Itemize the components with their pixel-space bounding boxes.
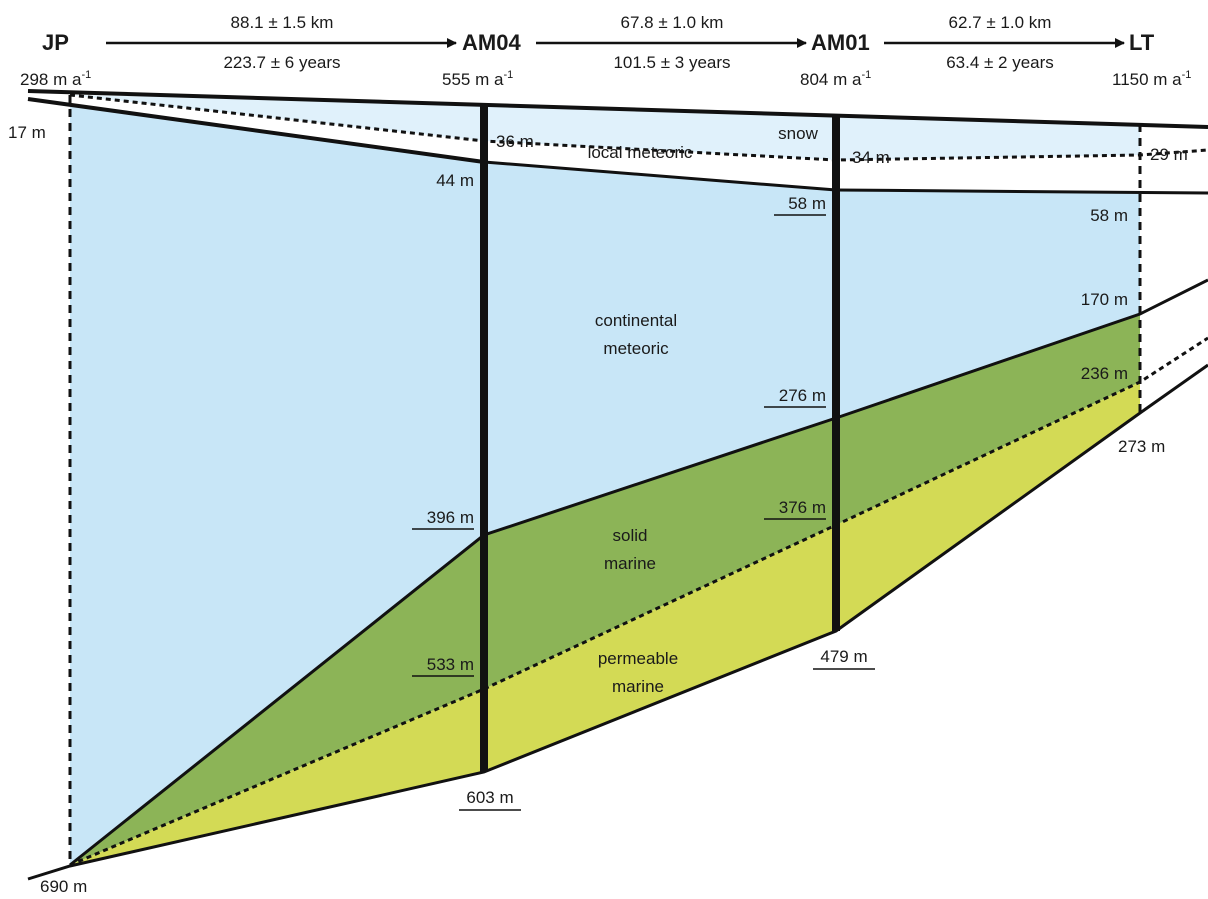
depth-am01-bottom: 479 m xyxy=(820,647,867,666)
solid-marine-label-1: solid xyxy=(613,526,648,545)
depth-lt-permeable: 236 m xyxy=(1081,364,1128,383)
segment-2-time: 101.5 ± 3 years xyxy=(613,53,730,72)
depth-jp-snow: 17 m xyxy=(8,123,46,142)
depth-am04-permeable: 533 m xyxy=(427,655,474,674)
depth-am04-bottom: 603 m xyxy=(466,788,513,807)
solid-marine-region xyxy=(70,314,1140,865)
depth-lt-local: 58 m xyxy=(1090,206,1128,225)
depth-lt-bottom: 273 m xyxy=(1118,437,1165,456)
local-meteoric-base-line-3 xyxy=(835,188,1208,195)
depth-lt-snow: 29 m xyxy=(1150,145,1188,164)
station-am01-rate: 804 m a-1 xyxy=(800,69,871,89)
segment-1-time: 223.7 ± 6 years xyxy=(223,53,340,72)
depth-am04-snow: 36 m xyxy=(496,132,534,151)
depth-jp-bottom: 690 m xyxy=(40,877,87,896)
segment-3-time: 63.4 ± 2 years xyxy=(946,53,1054,72)
local-meteoric-label: local meteoric xyxy=(588,143,693,162)
depth-am01-snow: 34 m xyxy=(852,148,890,167)
depth-am01-local: 58 m xyxy=(788,194,826,213)
station-am01-name: AM01 xyxy=(811,30,870,55)
station-am04-rate: 555 m a-1 xyxy=(442,69,513,89)
local-meteoric-base-line-1 xyxy=(27,97,485,164)
depth-am04-solid: 396 m xyxy=(427,508,474,527)
continental-meteoric-label-2: meteoric xyxy=(603,339,669,358)
surface-line xyxy=(27,89,1208,129)
depth-am04-local: 44 m xyxy=(436,171,474,190)
permeable-marine-label-1: permeable xyxy=(598,649,678,668)
solid-marine-label-2: marine xyxy=(604,554,656,573)
segment-1-distance: 88.1 ± 1.5 km xyxy=(231,13,334,32)
segment-3-distance: 62.7 ± 1.0 km xyxy=(949,13,1052,32)
station-lt-rate: 1150 m a-1 xyxy=(1112,69,1191,89)
segment-2-distance: 67.8 ± 1.0 km xyxy=(621,13,724,32)
snow-label: snow xyxy=(778,124,818,143)
depth-lt-solid: 170 m xyxy=(1081,290,1128,309)
permeable-marine-label-2: marine xyxy=(612,677,664,696)
continental-meteoric-label-1: continental xyxy=(595,311,677,330)
station-am04-name: AM04 xyxy=(462,30,521,55)
depth-am01-permeable: 376 m xyxy=(779,498,826,517)
permeable-marine-base-line xyxy=(27,363,1208,881)
continental-meteoric-region xyxy=(70,104,1140,865)
station-jp-rate: 298 m a-1 xyxy=(20,69,91,89)
station-jp-name: JP xyxy=(42,30,69,55)
snow-region xyxy=(70,95,1140,160)
station-lt-name: LT xyxy=(1129,30,1155,55)
local-meteoric-base-line-2 xyxy=(483,160,837,192)
depth-am01-solid: 276 m xyxy=(779,386,826,405)
